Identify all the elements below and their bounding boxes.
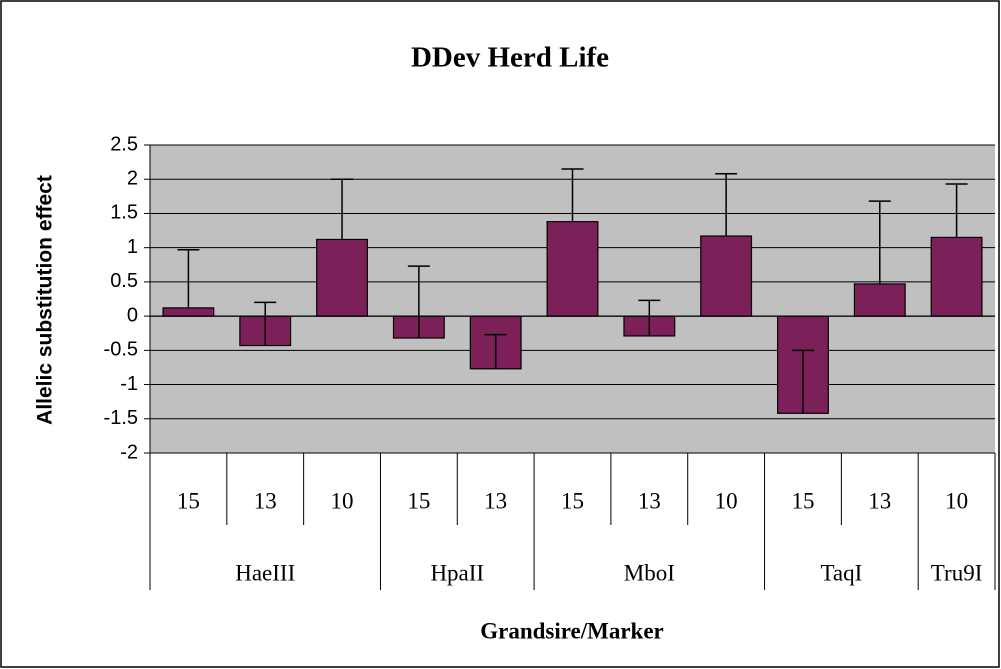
group-label: Tru9I [931,560,983,585]
y-tick-label: 0 [127,304,138,326]
group-label: MboI [624,560,675,585]
y-tick-label: 0.5 [110,270,138,292]
group-label: HaeIII [235,560,295,585]
bar [162,307,215,317]
y-tick-label: 2.5 [110,133,138,155]
x-tick-label: 15 [177,488,200,513]
group-label: TaqI [820,560,862,585]
y-axis-label: Allelic substitution effect [34,175,57,425]
y-tick-label: -1.5 [104,407,138,429]
y-tick-label: 1 [127,236,138,258]
x-tick-label: 10 [331,488,354,513]
bar [546,221,599,317]
x-axis-label: Grandsire/Marker [480,618,664,643]
y-tick-label: -2 [120,441,138,463]
y-tick-label: -1 [120,373,138,395]
chart-title: DDev Herd Life [411,42,609,74]
x-tick-label: 15 [407,488,430,513]
group-label: HpaII [430,560,484,585]
x-tick-label: 15 [561,488,584,513]
x-tick-label: 15 [791,488,814,513]
y-tick-label: -0.5 [104,339,138,361]
x-tick-label: 10 [945,488,968,513]
x-tick-label: 13 [254,488,277,513]
x-tick-label: 13 [484,488,507,513]
bar [700,235,753,317]
y-tick-label: 1.5 [110,202,138,224]
x-tick-label: 13 [638,488,661,513]
y-tick-label: 2 [127,168,138,190]
x-tick-label: 10 [715,488,738,513]
bar [930,236,983,317]
x-tick-label: 13 [868,488,891,513]
bar [316,238,368,317]
bar [853,283,906,317]
